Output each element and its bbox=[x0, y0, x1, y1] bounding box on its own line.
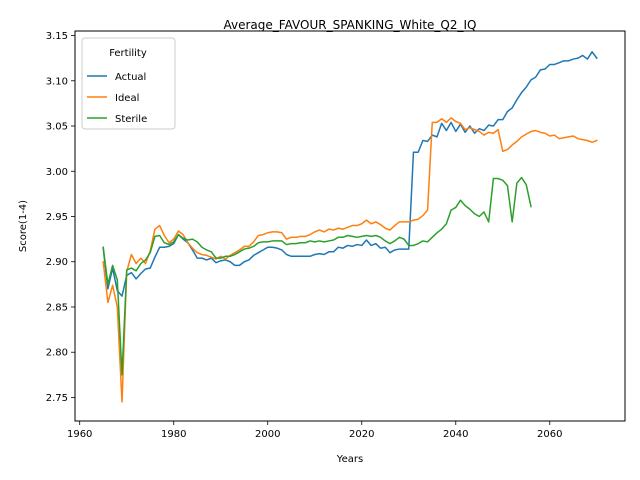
legend-title: Fertility bbox=[109, 48, 147, 59]
x-axis-label: Years bbox=[336, 454, 363, 465]
series-line-actual bbox=[102, 51, 598, 297]
series-layer bbox=[102, 51, 598, 403]
series-line-sterile bbox=[102, 176, 532, 376]
y-tick-label: 2.80 bbox=[46, 348, 68, 359]
y-tick-label: 2.75 bbox=[46, 393, 68, 404]
y-tick-label: 3.15 bbox=[46, 31, 68, 42]
x-axis: 1960 1980 2000 2020 2040 2060 bbox=[67, 421, 563, 440]
y-tick-label: 3.00 bbox=[46, 167, 68, 178]
legend-label-actual: Actual bbox=[115, 72, 146, 83]
plot-frame bbox=[74, 30, 626, 422]
chart-title: Average_FAVOUR_SPANKING_White_Q2_IQ bbox=[224, 18, 477, 32]
y-tick-label: 2.90 bbox=[46, 257, 68, 268]
y-axis-label: Score(1-4) bbox=[18, 200, 29, 252]
legend-label-ideal: Ideal bbox=[115, 93, 139, 104]
x-tick-label: 1960 bbox=[67, 429, 92, 440]
x-tick-label: 2060 bbox=[537, 429, 562, 440]
y-tick-label: 3.05 bbox=[46, 122, 68, 133]
x-tick-label: 1980 bbox=[161, 429, 186, 440]
legend-label-sterile: Sterile bbox=[115, 114, 147, 125]
y-axis: 2.75 2.80 2.85 2.90 2.95 3.00 3.05 3.10 3.15 bbox=[46, 31, 75, 404]
x-tick-label: 2000 bbox=[255, 429, 280, 440]
legend-entries: Actual Ideal Sterile bbox=[87, 72, 147, 125]
y-tick-label: 2.85 bbox=[46, 302, 68, 313]
y-tick-label: 3.10 bbox=[46, 76, 68, 87]
legend: Fertility Actual Ideal Sterile bbox=[81, 37, 176, 130]
y-tick-label: 2.95 bbox=[46, 212, 68, 223]
x-tick-label: 2020 bbox=[349, 429, 374, 440]
x-tick-label: 2040 bbox=[443, 429, 468, 440]
legend-box bbox=[81, 37, 176, 130]
